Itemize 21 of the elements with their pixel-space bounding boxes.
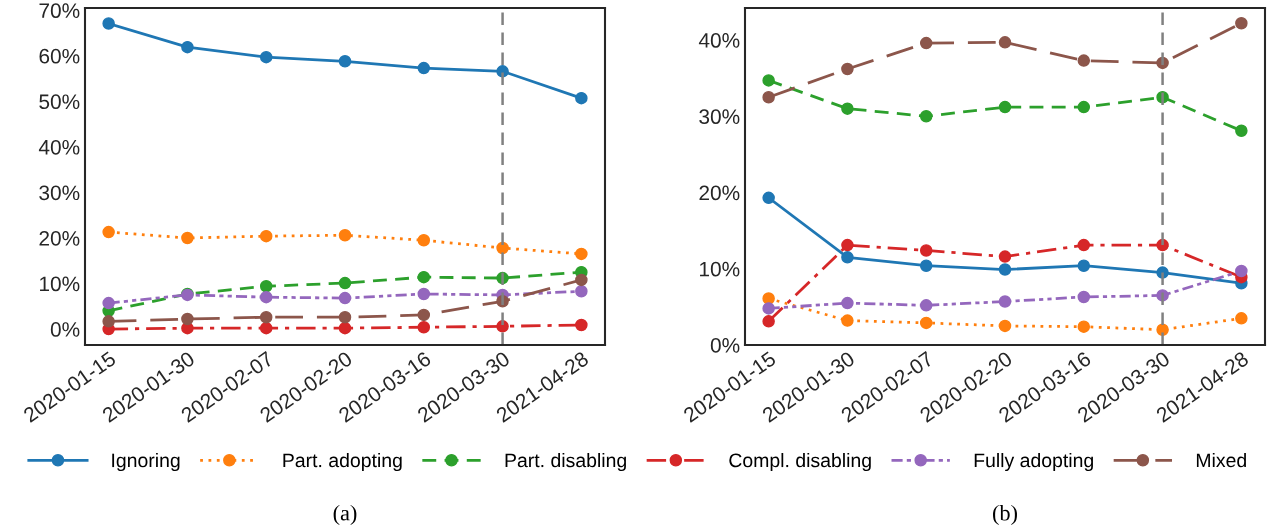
y-tick-label: 50% bbox=[39, 94, 80, 110]
y-tick-label: 20% bbox=[699, 185, 740, 201]
legend-label: Part. disabling bbox=[505, 452, 626, 472]
legend-label: Compl. disabling bbox=[729, 452, 871, 472]
legend-label: Part. adopting bbox=[283, 452, 402, 472]
y-tick-label: 10% bbox=[40, 276, 80, 292]
y-tick-label: 10% bbox=[700, 261, 740, 277]
y-tick-label: 40% bbox=[698, 33, 740, 48]
y-tick-label: 70% bbox=[39, 3, 80, 19]
y-tick-label: 30% bbox=[699, 109, 740, 125]
text: (b) bbox=[993, 504, 1017, 526]
legend-label: Fully adopting bbox=[974, 452, 1093, 472]
y-tick-label: 0% bbox=[50, 322, 80, 337]
legend-label: Mixed bbox=[1196, 452, 1246, 468]
text: (a) bbox=[333, 504, 357, 526]
y-tick-label: 20% bbox=[39, 230, 80, 246]
y-tick-label: 30% bbox=[39, 185, 80, 201]
y-tick-label: 40% bbox=[38, 139, 80, 155]
legend-label: Ignoring bbox=[112, 452, 180, 472]
y-tick-label: 0% bbox=[710, 338, 740, 353]
y-tick-label: 60% bbox=[39, 48, 80, 64]
